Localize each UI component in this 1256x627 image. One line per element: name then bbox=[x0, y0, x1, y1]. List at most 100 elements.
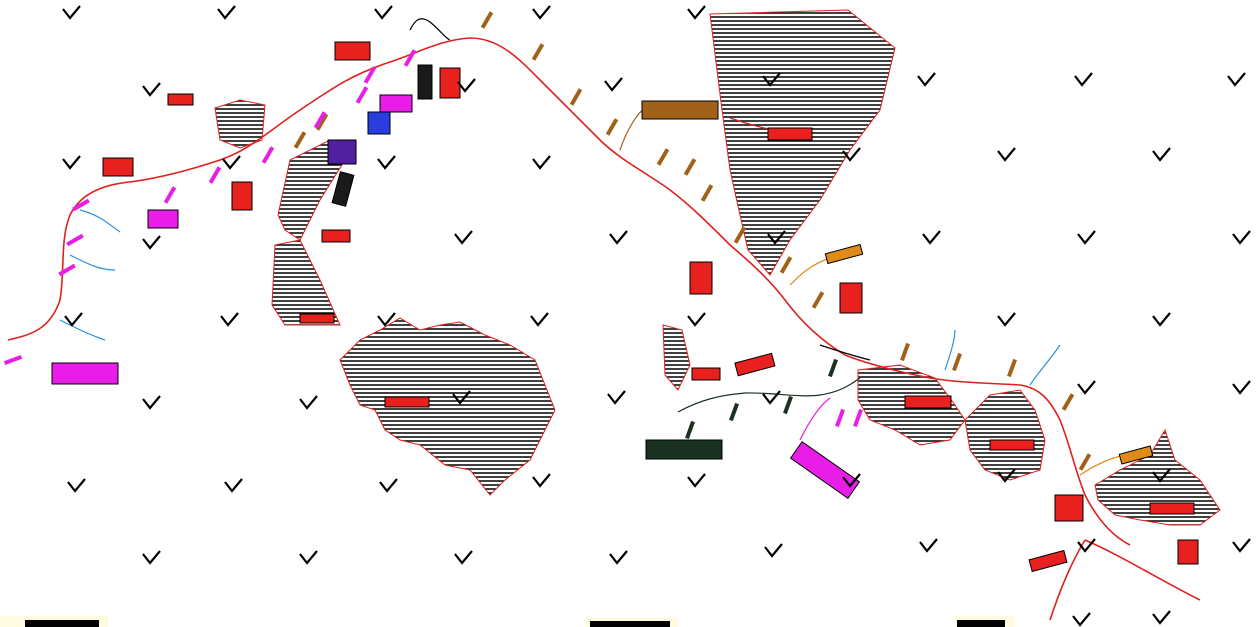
grass-symbol-icon bbox=[299, 395, 318, 410]
culvert-icon bbox=[355, 86, 369, 104]
grass-symbol-icon bbox=[609, 230, 628, 245]
building-icon bbox=[904, 395, 952, 409]
culvert-icon bbox=[480, 11, 494, 29]
brown-line-1 bbox=[619, 107, 646, 151]
grass-symbol-icon bbox=[532, 5, 551, 20]
grass-symbol-icon bbox=[1077, 380, 1096, 395]
culvert-icon bbox=[363, 66, 377, 84]
grass-symbol-icon bbox=[1152, 147, 1171, 162]
building-icon bbox=[989, 439, 1035, 451]
main-route-line bbox=[7, 37, 1131, 546]
grass-symbol-icon bbox=[762, 72, 781, 87]
culvert-icon bbox=[293, 131, 307, 149]
grass-symbol-icon bbox=[997, 312, 1016, 327]
culvert-icon bbox=[683, 158, 697, 176]
grass-symbol-icon bbox=[1152, 610, 1171, 625]
culvert-icon bbox=[531, 43, 545, 61]
grass-symbol-icon bbox=[997, 147, 1016, 162]
culvert-icon bbox=[656, 148, 670, 166]
grass-symbol-icon bbox=[222, 155, 241, 170]
blue-line-3 bbox=[59, 319, 106, 341]
culvert-icon bbox=[605, 118, 619, 136]
grass-symbol-icon bbox=[607, 390, 626, 405]
legend-panel-inner bbox=[957, 620, 1005, 627]
grass-symbol-icon bbox=[530, 312, 549, 327]
hatched-area-left-lower bbox=[271, 239, 341, 326]
legend-panel-inner bbox=[590, 621, 670, 627]
branch-route-2 bbox=[1084, 539, 1201, 601]
blue-line-2 bbox=[69, 254, 116, 271]
grass-symbol-icon bbox=[604, 77, 623, 92]
grass-symbol-icon bbox=[1152, 468, 1171, 483]
grass-symbol-icon bbox=[454, 550, 473, 565]
culvert-icon bbox=[3, 355, 23, 365]
grass-symbol-icon bbox=[917, 72, 936, 87]
grass-symbol-icon bbox=[377, 312, 396, 327]
blue-line-1 bbox=[79, 209, 121, 233]
building-icon bbox=[1177, 539, 1199, 565]
building-icon bbox=[824, 243, 864, 265]
building-icon bbox=[641, 100, 719, 120]
culvert-icon bbox=[315, 113, 329, 131]
culvert-icon bbox=[1061, 393, 1075, 411]
hatched-area-top-right bbox=[709, 9, 896, 276]
grass-symbol-icon bbox=[764, 543, 783, 558]
building-icon bbox=[327, 139, 357, 165]
grass-symbol-icon bbox=[1077, 230, 1096, 245]
branch-route-1 bbox=[1049, 539, 1086, 621]
blue-line-5 bbox=[1029, 344, 1061, 386]
grass-symbol-icon bbox=[379, 478, 398, 493]
black-line-1 bbox=[409, 18, 451, 41]
culvert-icon bbox=[261, 146, 275, 164]
culvert-icon bbox=[569, 88, 583, 106]
building-icon bbox=[384, 396, 430, 408]
grass-symbol-icon bbox=[64, 312, 83, 327]
culvert-icon bbox=[685, 420, 695, 440]
building-icon bbox=[167, 93, 194, 106]
culvert-icon bbox=[700, 184, 714, 202]
building-icon bbox=[767, 127, 813, 141]
building-icon bbox=[789, 441, 861, 499]
culvert-icon bbox=[1007, 358, 1017, 378]
culvert-icon bbox=[853, 408, 863, 428]
culvert-icon bbox=[733, 226, 747, 244]
culvert-marks bbox=[3, 11, 1092, 471]
hatched-area-left-upper bbox=[214, 99, 266, 149]
building-icon bbox=[1118, 445, 1154, 465]
culvert-icon bbox=[952, 352, 962, 372]
hatched-area-small-mid bbox=[662, 324, 691, 391]
grass-symbol-icon bbox=[922, 230, 941, 245]
building-icon bbox=[147, 209, 179, 229]
grass-symbol-icon bbox=[142, 395, 161, 410]
grass-symbol-icon bbox=[687, 5, 706, 20]
green-line bbox=[677, 377, 861, 413]
culvert-icon bbox=[783, 395, 793, 415]
grass-symbol-icon bbox=[217, 5, 236, 20]
magenta-line bbox=[799, 397, 831, 441]
culvert-icon bbox=[1078, 453, 1092, 471]
building-icon bbox=[321, 229, 351, 243]
building-icon bbox=[231, 181, 253, 211]
grass-symbol-icon bbox=[997, 468, 1016, 483]
culvert-icon bbox=[72, 198, 90, 212]
culvert-icon bbox=[900, 342, 910, 362]
culvert-icon bbox=[313, 111, 327, 129]
building-icon bbox=[331, 171, 355, 207]
building-icon bbox=[102, 157, 134, 177]
grass-symbol-icon bbox=[767, 230, 786, 245]
buildings bbox=[51, 41, 1199, 573]
grass-symbol-icon bbox=[1227, 72, 1246, 87]
bottom-panels bbox=[0, 616, 1015, 627]
grass-symbol-icon bbox=[1074, 72, 1093, 87]
culvert-icon bbox=[208, 166, 222, 184]
building-icon bbox=[734, 352, 776, 377]
grass-symbol-icon bbox=[457, 78, 476, 93]
grass-symbol-icon bbox=[687, 473, 706, 488]
grass-symbol-icon bbox=[687, 312, 706, 327]
culvert-icon bbox=[729, 402, 739, 422]
grass-symbol-icon bbox=[532, 155, 551, 170]
building-icon bbox=[334, 41, 371, 61]
grass-symbol-icon bbox=[1232, 380, 1251, 395]
hatched-area-center bbox=[339, 317, 556, 496]
